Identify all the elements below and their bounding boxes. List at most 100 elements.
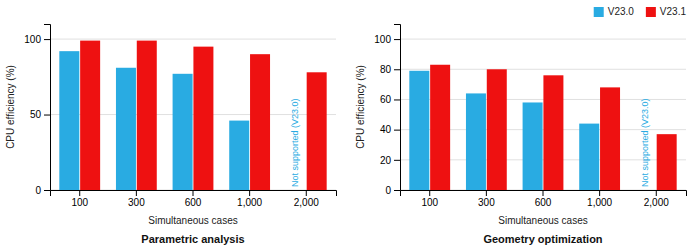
bars (409, 65, 676, 190)
x-tick: 600 (535, 190, 552, 208)
annotation: Not supported (V23.0) (290, 98, 300, 187)
bar (307, 72, 327, 190)
x-tick-mark (599, 190, 600, 196)
chart-title: Parametric analysis (141, 233, 244, 245)
x-axis-line (51, 191, 337, 197)
x-tick-label: 300 (478, 197, 495, 208)
bar (657, 134, 677, 190)
y-tick-label: 100 (24, 34, 41, 45)
y-axis: 0 20 40 60 80 100 (374, 25, 400, 196)
y-tick: 20 (380, 155, 400, 166)
bar (466, 93, 486, 190)
y-tick: 50 (30, 109, 50, 120)
y-tick-label: 40 (380, 124, 392, 135)
x-tick: 1,000 (587, 190, 612, 208)
y-tick: 80 (380, 64, 400, 75)
x-tick-label: 100 (421, 197, 438, 208)
y-tick-mark (44, 39, 50, 40)
bar (59, 51, 79, 190)
y-tick-mark (394, 69, 400, 70)
x-tick: 2,000 (294, 190, 319, 208)
y-tick-label: 20 (380, 155, 392, 166)
bar (430, 65, 450, 190)
bar (579, 124, 599, 190)
y-tick-mark (44, 115, 50, 116)
y-tick-label: 100 (374, 34, 391, 45)
x-tick: 2,000 (644, 190, 669, 208)
y-tick-label: 0 (35, 185, 41, 196)
bars (59, 41, 326, 190)
bar (80, 41, 100, 190)
series (430, 65, 677, 190)
x-tick-mark (79, 190, 80, 196)
y-tick: 60 (380, 94, 400, 105)
panel: 0204060801001003006001,0002,000Simultane… (355, 6, 687, 245)
y-axis-title: CPU efficiency (%) (5, 65, 16, 149)
y-axis-title: CPU efficiency (%) (355, 65, 366, 149)
bar (250, 54, 270, 190)
annotation: Not supported (V23.0) (640, 98, 650, 187)
x-tick: 300 (478, 190, 495, 208)
x-tick: 100 (71, 190, 88, 208)
x-tick-label: 300 (128, 197, 145, 208)
y-tick-label: 80 (380, 64, 392, 75)
x-axis: 100 300 600 1,000 2,000 (401, 190, 687, 208)
chart-svg: 0501001003006001,0002,000Simultaneous ca… (0, 0, 700, 250)
y-tick: 100 (374, 34, 400, 45)
x-tick: 100 (421, 190, 438, 208)
legend-item: V23.1 (646, 6, 687, 17)
x-axis-title: Simultaneous cases (148, 215, 238, 226)
bar (137, 41, 157, 190)
bar (116, 68, 136, 190)
y-tick-label: 60 (380, 94, 392, 105)
y-tick-label: 50 (30, 109, 42, 120)
x-tick-mark (249, 190, 250, 196)
legend-swatch (594, 7, 604, 17)
y-tick-mark (394, 130, 400, 131)
grid (50, 39, 336, 190)
x-tick: 300 (128, 190, 145, 208)
bar (173, 74, 193, 190)
y-axis-line (394, 25, 401, 191)
legend-label: V23.1 (660, 6, 687, 17)
x-tick-mark (543, 190, 544, 196)
x-tick-label: 600 (535, 197, 552, 208)
x-tick-mark (193, 190, 194, 196)
bar (543, 75, 563, 190)
y-tick-mark (394, 39, 400, 40)
y-tick: 0 (385, 185, 400, 196)
y-axis-line (44, 25, 51, 191)
y-tick: 40 (380, 124, 400, 135)
y-tick: 0 (35, 185, 50, 196)
bar (487, 69, 507, 190)
legend: V23.0 V23.1 (594, 6, 687, 17)
x-axis: 100 300 600 1,000 2,000 (51, 190, 337, 208)
x-tick-label: 2,000 (644, 197, 669, 208)
grid-line (50, 39, 336, 40)
x-tick-mark (306, 190, 307, 196)
y-axis: 0 50 100 (24, 25, 50, 196)
x-tick-label: 600 (185, 197, 202, 208)
legend-item: V23.0 (594, 6, 635, 17)
panel: 0 50 100 100 300 600 1,000 2,000 Simultaneous ca… (5, 25, 337, 246)
x-tick-mark (656, 190, 657, 196)
x-tick-mark (136, 190, 137, 196)
grid-line (400, 39, 686, 40)
x-tick-label: 100 (71, 197, 88, 208)
bar (600, 87, 620, 190)
legend-swatch (646, 7, 656, 17)
bar (193, 47, 213, 190)
x-tick-label: 2,000 (294, 197, 319, 208)
x-tick-label: 1,000 (587, 197, 612, 208)
x-tick-label: 1,000 (237, 197, 262, 208)
bar (229, 121, 249, 190)
y-tick-label: 0 (385, 185, 391, 196)
y-tick-mark (394, 99, 400, 100)
bar (409, 71, 429, 190)
grid (400, 39, 686, 190)
x-axis-line (401, 191, 687, 197)
x-tick: 600 (185, 190, 202, 208)
x-tick-mark (429, 190, 430, 196)
x-tick-mark (486, 190, 487, 196)
bar (523, 102, 543, 190)
